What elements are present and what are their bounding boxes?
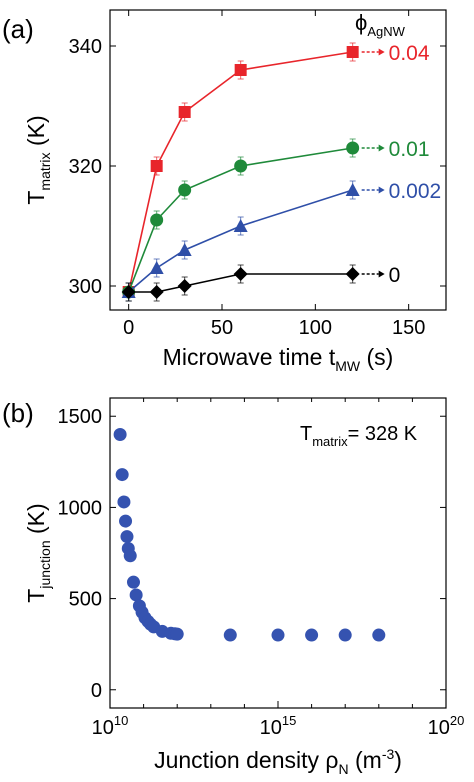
series-label: 0: [389, 264, 401, 287]
series-0.01: 0.01: [122, 138, 430, 302]
annotation-main: T: [300, 423, 312, 445]
y-axis-label-unit: (K): [23, 503, 49, 540]
data-point-diamond: [345, 267, 360, 281]
data-point-diamond: [149, 285, 164, 299]
data-point: [372, 628, 386, 642]
series-label: 0.002: [389, 180, 442, 203]
data-point: [126, 575, 140, 589]
panel-b-y-axis-label: Tjunction (K): [23, 503, 53, 602]
data-point: [271, 628, 285, 642]
x-axis-label-subscript: N: [338, 761, 348, 777]
data-point-diamond: [121, 285, 136, 299]
legend-title-subscript: AgNW: [367, 24, 405, 39]
data-point-triangle: [233, 219, 248, 232]
panel-b-x-axis-label: Junction density ρN (m-3): [154, 746, 402, 777]
x-axis-label-superscript: -3: [382, 746, 395, 762]
series-arrow-head: [378, 186, 385, 194]
y-axis-label-subscript: junction: [37, 540, 53, 589]
x-axis-label-unit: (s): [360, 344, 393, 370]
panel-b-annotation: Tmatrix= 328 K: [300, 423, 418, 449]
series-0.04: 0.04: [122, 42, 430, 302]
x-axis-label-close: ): [394, 747, 402, 773]
panel-a-plot-frame: [109, 9, 447, 311]
series-0: 0: [121, 264, 401, 302]
data-point: [223, 628, 237, 642]
data-point: [123, 549, 137, 563]
data-point-circle: [178, 183, 192, 197]
data-point: [129, 588, 143, 602]
y-tick-label: 320: [69, 156, 102, 178]
legend-title-symbol: ϕ: [355, 10, 367, 35]
x-axis-label-main: Microwave time t: [163, 344, 336, 370]
x-tick-label: 1015: [260, 713, 297, 739]
data-point-square: [150, 160, 163, 172]
panel-b-axis-ticks: 1010 1015 1020 0 500 1000 1500: [58, 398, 465, 739]
series-label: 0.01: [389, 138, 430, 161]
x-tick-label: 0: [123, 317, 134, 339]
data-point-circle: [346, 141, 360, 155]
data-point: [338, 628, 352, 642]
panel-a-series-group: 0.04 0.01 0.002 0: [121, 42, 442, 302]
panel-b-scatter-chart: (b) 1010 1015 1020 0 500 1000 1500 Tmatrix= 32…: [2, 397, 465, 777]
y-tick-label: 0: [91, 680, 102, 702]
y-tick-label: 500: [69, 589, 102, 611]
data-point-triangle: [345, 183, 360, 196]
data-point-triangle: [177, 243, 192, 256]
panel-a-label: (a): [2, 14, 34, 44]
annotation-subscript: matrix: [312, 434, 348, 449]
data-point: [305, 628, 319, 642]
data-point-circle: [150, 213, 164, 227]
series-label: 0.04: [389, 42, 430, 65]
x-tick-label: 1010: [92, 713, 129, 739]
data-point-circle: [234, 159, 248, 173]
data-point-square: [178, 106, 191, 118]
x-tick-label: 50: [211, 317, 233, 339]
data-point: [120, 530, 134, 544]
data-point: [113, 427, 127, 441]
data-point-square: [346, 46, 359, 58]
y-tick-label: 1500: [58, 406, 103, 428]
panel-a-axis-ticks: 0 50 100 150 300 320 340: [69, 10, 446, 339]
data-point: [119, 514, 133, 528]
y-axis-label-subscript: matrix: [37, 152, 53, 190]
x-tick-label: 150: [392, 317, 425, 339]
series-arrow-head: [378, 144, 385, 152]
y-axis-label-main: T: [23, 589, 49, 603]
x-axis-label-main: Junction density ρ: [154, 747, 338, 773]
y-tick-label: 300: [69, 276, 102, 298]
panel-a-line-chart: (a) 0 50 100 150 300 320 340 0.04 0.01 0.002 0 ϕA…: [2, 9, 447, 374]
series-arrow-head: [378, 270, 385, 278]
x-tick-label: 1020: [428, 713, 465, 739]
y-tick-label: 340: [69, 36, 102, 58]
data-point: [117, 495, 131, 509]
y-axis-label-unit: (K): [23, 115, 49, 152]
data-point-square: [234, 64, 247, 76]
panel-a-x-axis-label: Microwave time tMW (s): [163, 344, 394, 374]
data-point-triangle: [149, 261, 164, 274]
series-arrow-head: [378, 48, 385, 56]
x-tick-label: 100: [299, 317, 332, 339]
data-point-diamond: [177, 279, 192, 293]
panel-b-points-group: [113, 427, 386, 642]
y-axis-label-main: T: [23, 191, 49, 205]
x-axis-label-subscript: MW: [335, 358, 361, 374]
panel-b-label: (b): [2, 398, 34, 428]
data-point: [115, 468, 129, 482]
panel-a-legend-title: ϕAgNW: [355, 10, 406, 39]
annotation-value: = 328 K: [348, 423, 418, 445]
data-point-diamond: [233, 267, 248, 281]
y-tick-label: 1000: [58, 497, 103, 519]
x-axis-label-unit: (m: [349, 747, 382, 773]
panel-a-y-axis-label: Tmatrix (K): [23, 115, 53, 204]
data-point: [170, 627, 184, 641]
